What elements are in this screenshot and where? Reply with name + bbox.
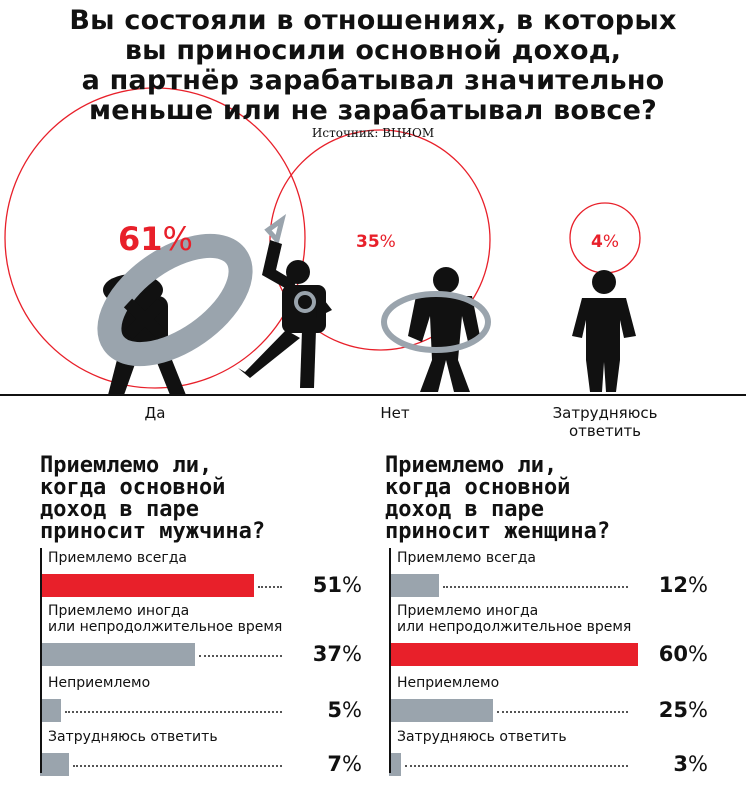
bar-leader-dots [65, 711, 282, 713]
title-line: Вы состояли в отношениях, в которых [69, 5, 677, 36]
figure-standing-man-icon [572, 270, 636, 392]
bar-label-line: Приемлемо иногда [48, 603, 190, 619]
category-label-zatrud: Затрудняюсь ответить [535, 404, 675, 440]
right-panel-title: Приемлемо ли, когда основной доход в пар… [385, 455, 735, 543]
bar-label-line: Приемлемо всегда [48, 550, 188, 566]
panel-title-line: когда основной [40, 475, 226, 500]
bar-label: Приемлемо иногда или непродолжительное вр… [397, 603, 631, 635]
bar-leader-dots [258, 586, 282, 588]
panel-axis-line [389, 548, 391, 773]
bar-value: 5% [292, 698, 362, 722]
bar-leader-dots [199, 655, 282, 657]
left-bar-chart: Приемлемо всегда 51% Приемлемо иногда или н… [40, 548, 362, 776]
bar-label: Приемлемо иногда или непродолжительное вр… [48, 603, 282, 635]
title-line: вы приносили основной доход, [124, 35, 622, 66]
bubble-value-net: 35% [356, 232, 396, 252]
bar-value-unit: % [342, 573, 362, 597]
left-panel-title: Приемлемо ли, когда основной доход в пар… [40, 455, 370, 543]
bar-value-number: 25 [658, 698, 689, 722]
bar-value: 51% [292, 573, 362, 597]
panel-title-line: приносит мужчина? [40, 519, 266, 544]
bubble-da [4, 87, 306, 389]
bar-label-line: или непродолжительное время [397, 619, 632, 635]
bar [40, 643, 196, 666]
bar-label: Приемлемо всегда [48, 550, 187, 566]
bar-value: 7% [292, 752, 362, 776]
bar-value: 37% [292, 642, 362, 666]
bubble-value-zatrud: 4% [591, 232, 619, 252]
bar-value: 3% [638, 752, 708, 776]
title-line: меньше или не зарабатывал вовсе? [88, 95, 658, 126]
bar-value-unit: % [688, 698, 708, 722]
bar-value-number: 60 [658, 642, 689, 666]
bar-value-unit: % [342, 642, 362, 666]
bubble-chart: 61% 35% 4% [0, 87, 746, 396]
category-label-line: Затрудняюсь [552, 404, 658, 422]
bar-value: 12% [638, 573, 708, 597]
bar-value-number: 7 [327, 752, 343, 776]
bar-label-line: Приемлемо иногда [397, 603, 539, 619]
bar-value: 60% [638, 642, 708, 666]
bar [389, 699, 493, 722]
bar-label-line: Приемлемо всегда [397, 550, 537, 566]
page-title: Вы состояли в отношениях, в которых вы п… [20, 6, 726, 126]
bar-value-unit: % [342, 752, 362, 776]
bar-value-number: 3 [673, 752, 689, 776]
bar-value-unit: % [342, 698, 362, 722]
category-label-net: Нет [380, 404, 410, 422]
bar [389, 574, 439, 597]
figure-man-hat-icon [97, 233, 253, 395]
category-label-da: Да [144, 404, 166, 422]
bar-leader-dots [405, 765, 628, 767]
bar-leader-dots [73, 765, 282, 767]
panel-title-line: доход в паре [40, 497, 199, 522]
panel-title-line: когда основной [385, 475, 571, 500]
bar-label: Неприемлемо [397, 675, 499, 691]
bar-value-number: 12 [658, 573, 689, 597]
bar-label-line: Неприемлемо [397, 675, 500, 691]
bar [40, 699, 61, 722]
bar-label-line: или непродолжительное время [48, 619, 283, 635]
source-note: Источник: ВЦИОМ [311, 126, 435, 140]
bar [389, 753, 402, 776]
bar-label-line: Затрудняюсь ответить [48, 729, 218, 745]
figure-hula-hoop-icon [381, 267, 491, 392]
bar-leader-dots [496, 711, 628, 713]
panel-title-line: Приемлемо ли, [385, 453, 558, 478]
bar [40, 574, 255, 597]
figure-dancing-man-icon [238, 214, 332, 388]
panel-title-line: Приемлемо ли, [40, 453, 213, 478]
bar-leader-dots [442, 586, 628, 588]
title-line: а партнёр зарабатывал значительно [81, 65, 665, 96]
bar-value-number: 37 [312, 642, 343, 666]
bubble-value-da: 61% [118, 220, 193, 258]
bar-value-number: 51 [312, 573, 343, 597]
bar-label-line: Затрудняюсь ответить [397, 729, 567, 745]
bar-label-line: Неприемлемо [48, 675, 151, 691]
panel-axis-line [40, 548, 42, 773]
bar-value-number: 5 [327, 698, 343, 722]
bar-value-unit: % [688, 752, 708, 776]
category-label-line: ответить [568, 422, 642, 440]
bar-value-unit: % [688, 642, 708, 666]
bar [40, 753, 70, 776]
panel-title-line: доход в паре [385, 497, 544, 522]
bar-label: Неприемлемо [48, 675, 150, 691]
bar-value: 25% [638, 698, 708, 722]
panel-title-line: приносит женщина? [385, 519, 611, 544]
bar-value-unit: % [688, 573, 708, 597]
bar-label: Затрудняюсь ответить [397, 729, 567, 745]
bar-label: Приемлемо всегда [397, 550, 536, 566]
bar [389, 643, 638, 666]
bar-label: Затрудняюсь ответить [48, 729, 218, 745]
